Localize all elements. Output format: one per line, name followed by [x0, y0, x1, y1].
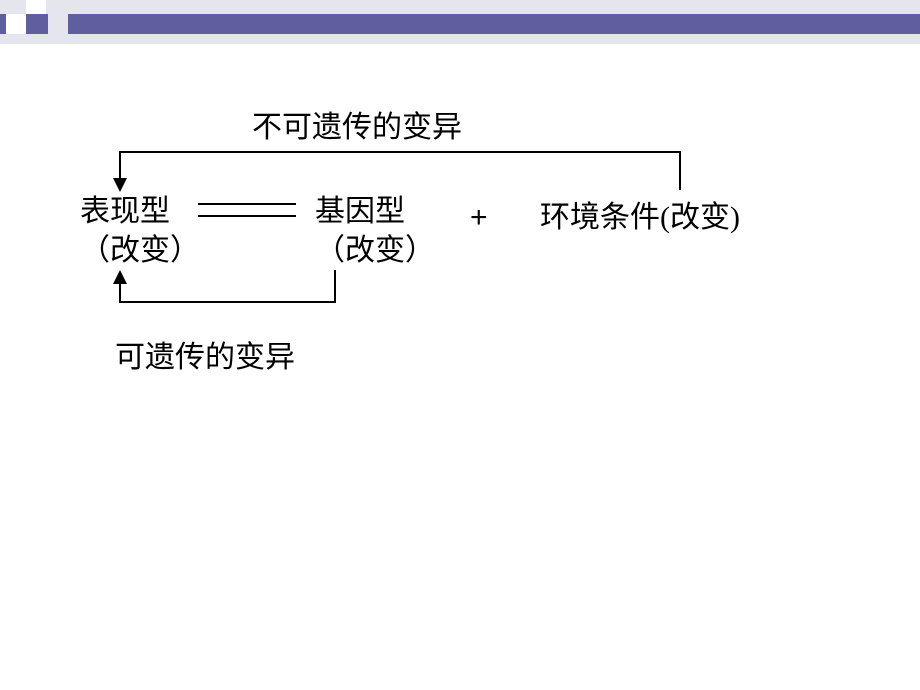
bottom-arrowhead [113, 270, 127, 284]
bottom-arrow-path [120, 270, 335, 302]
bottom-label: 可遗传的变异 [115, 338, 295, 377]
genotype-block: 基因型 （改变） [315, 192, 435, 270]
phenotype-sub: （改变） [80, 231, 200, 270]
genotype-text: 基因型 [315, 192, 435, 231]
genotype-sub: （改变） [315, 231, 435, 270]
phenotype-block: 表现型 （改变） [80, 192, 200, 270]
top-label: 不可遗传的变异 [252, 108, 462, 147]
top-arrowhead [113, 178, 127, 192]
top-arrow-path [120, 152, 680, 190]
environment-text: 环境条件(改变) [540, 198, 740, 237]
plus-sign: + [470, 198, 488, 237]
diagram-content: 不可遗传的变异 表现型 （改变） 基因型 （改变） + 环境条件(改变) 可遗传… [0, 0, 920, 690]
phenotype-text: 表现型 [80, 192, 200, 231]
